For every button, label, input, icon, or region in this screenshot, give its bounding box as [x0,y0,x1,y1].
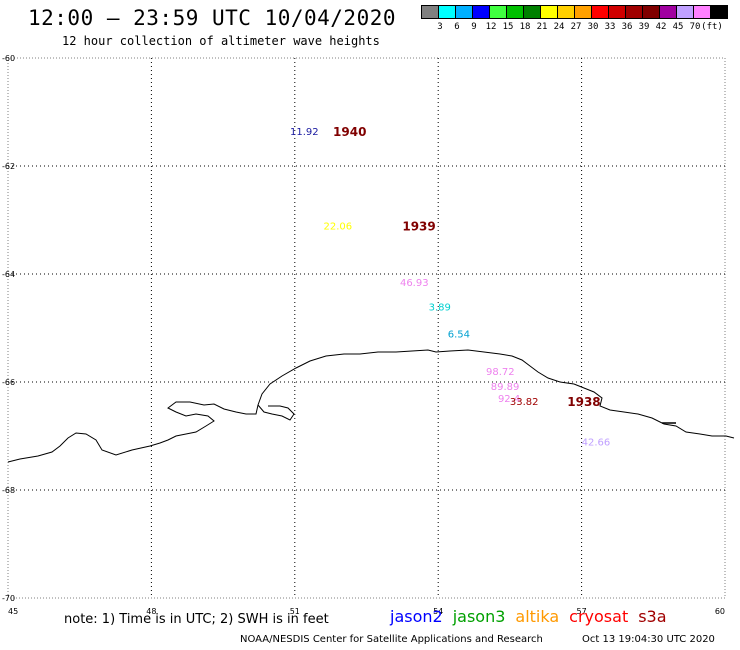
x-tick-label: 60 [715,607,725,616]
wave-height-point: 11.92 [290,127,319,138]
satellite-jason2: jason2 [390,607,443,626]
y-tick-label: -60 [2,54,15,63]
scale-label: 12 [485,22,497,32]
wave-height-point: 46.93 [400,278,429,289]
satellite-jason3: jason3 [452,607,506,626]
footer-timestamp: Oct 13 19:04:30 UTC 2020 [582,634,715,645]
scale-label: 24 [553,22,565,32]
scale-label: 45 [672,22,684,32]
plot-frame [7,57,726,599]
wave-height-labels: 11.92 22.06 46.93 3.89 6.54 98.72 89.8992.433.… [290,125,610,449]
scale-label: 42 [655,22,667,32]
page-title: 12:00 – 23:59 UTC 10/04/2020 [28,6,397,30]
pass-time-label: 1938 [567,395,600,409]
axis-ticks: 45 48 51 54 57 60 -60 -62 -64 -66 -68 -70 [2,54,725,616]
pass-time-label: 1939 [402,219,435,233]
wave-height-point: 33.82 [510,397,539,408]
scale-label: 6 [454,22,460,32]
x-tick-label: 51 [290,607,300,616]
scale-label: 36 [621,22,633,32]
x-tick-label: 45 [8,607,18,616]
scale-label: 21 [536,22,548,32]
lat-lon-grid [8,58,725,598]
scale-label: 27 [570,22,582,32]
footer-credit: NOAA/NESDIS Center for Satellite Applica… [240,634,543,645]
y-tick-label: -68 [2,486,15,495]
scale-label: 33 [604,22,616,32]
antarctic-coastline [7,349,735,463]
scale-label: 18 [519,22,531,32]
wave-height-point: 92.4 [498,394,520,405]
scale-label: 70 [689,22,701,32]
color-scale [421,5,728,19]
scale-swatch [710,5,728,19]
y-tick-label: -64 [2,270,15,279]
pass-time-label: 1940 [333,125,366,139]
wave-height-point: 22.06 [323,221,352,232]
satellite-cryosat: cryosat [569,607,629,626]
y-tick-label: -70 [2,594,15,603]
wave-height-point: 42.66 [582,437,611,448]
satellite-altika: altika [515,607,560,626]
page-subtitle: 12 hour collection of altimeter wave hei… [62,34,380,48]
scale-label: 15 [502,22,514,32]
wave-height-point: 98.72 [486,367,515,378]
y-tick-label: -62 [2,162,15,171]
wave-height-point: 6.54 [448,329,470,340]
scale-label: 30 [587,22,599,32]
satellite-legend: jason2 jason3 altika cryosat s3a [390,607,677,626]
coast-inlet [257,404,295,421]
y-tick-label: -66 [2,378,15,387]
x-tick-label: 57 [577,607,587,616]
x-tick-label: 54 [433,607,443,616]
scale-label: 39 [638,22,650,32]
satellite-s3a: s3a [638,607,667,626]
x-tick-label: 48 [146,607,156,616]
wave-height-point: 89.89 [491,382,520,393]
scale-label: (ft) [701,22,723,32]
scale-label: 9 [471,22,477,32]
footer-note: note: 1) Time is in UTC; 2) SWH is in fe… [64,612,329,627]
scale-label: 3 [437,22,443,32]
wave-height-point: 3.89 [429,302,451,313]
